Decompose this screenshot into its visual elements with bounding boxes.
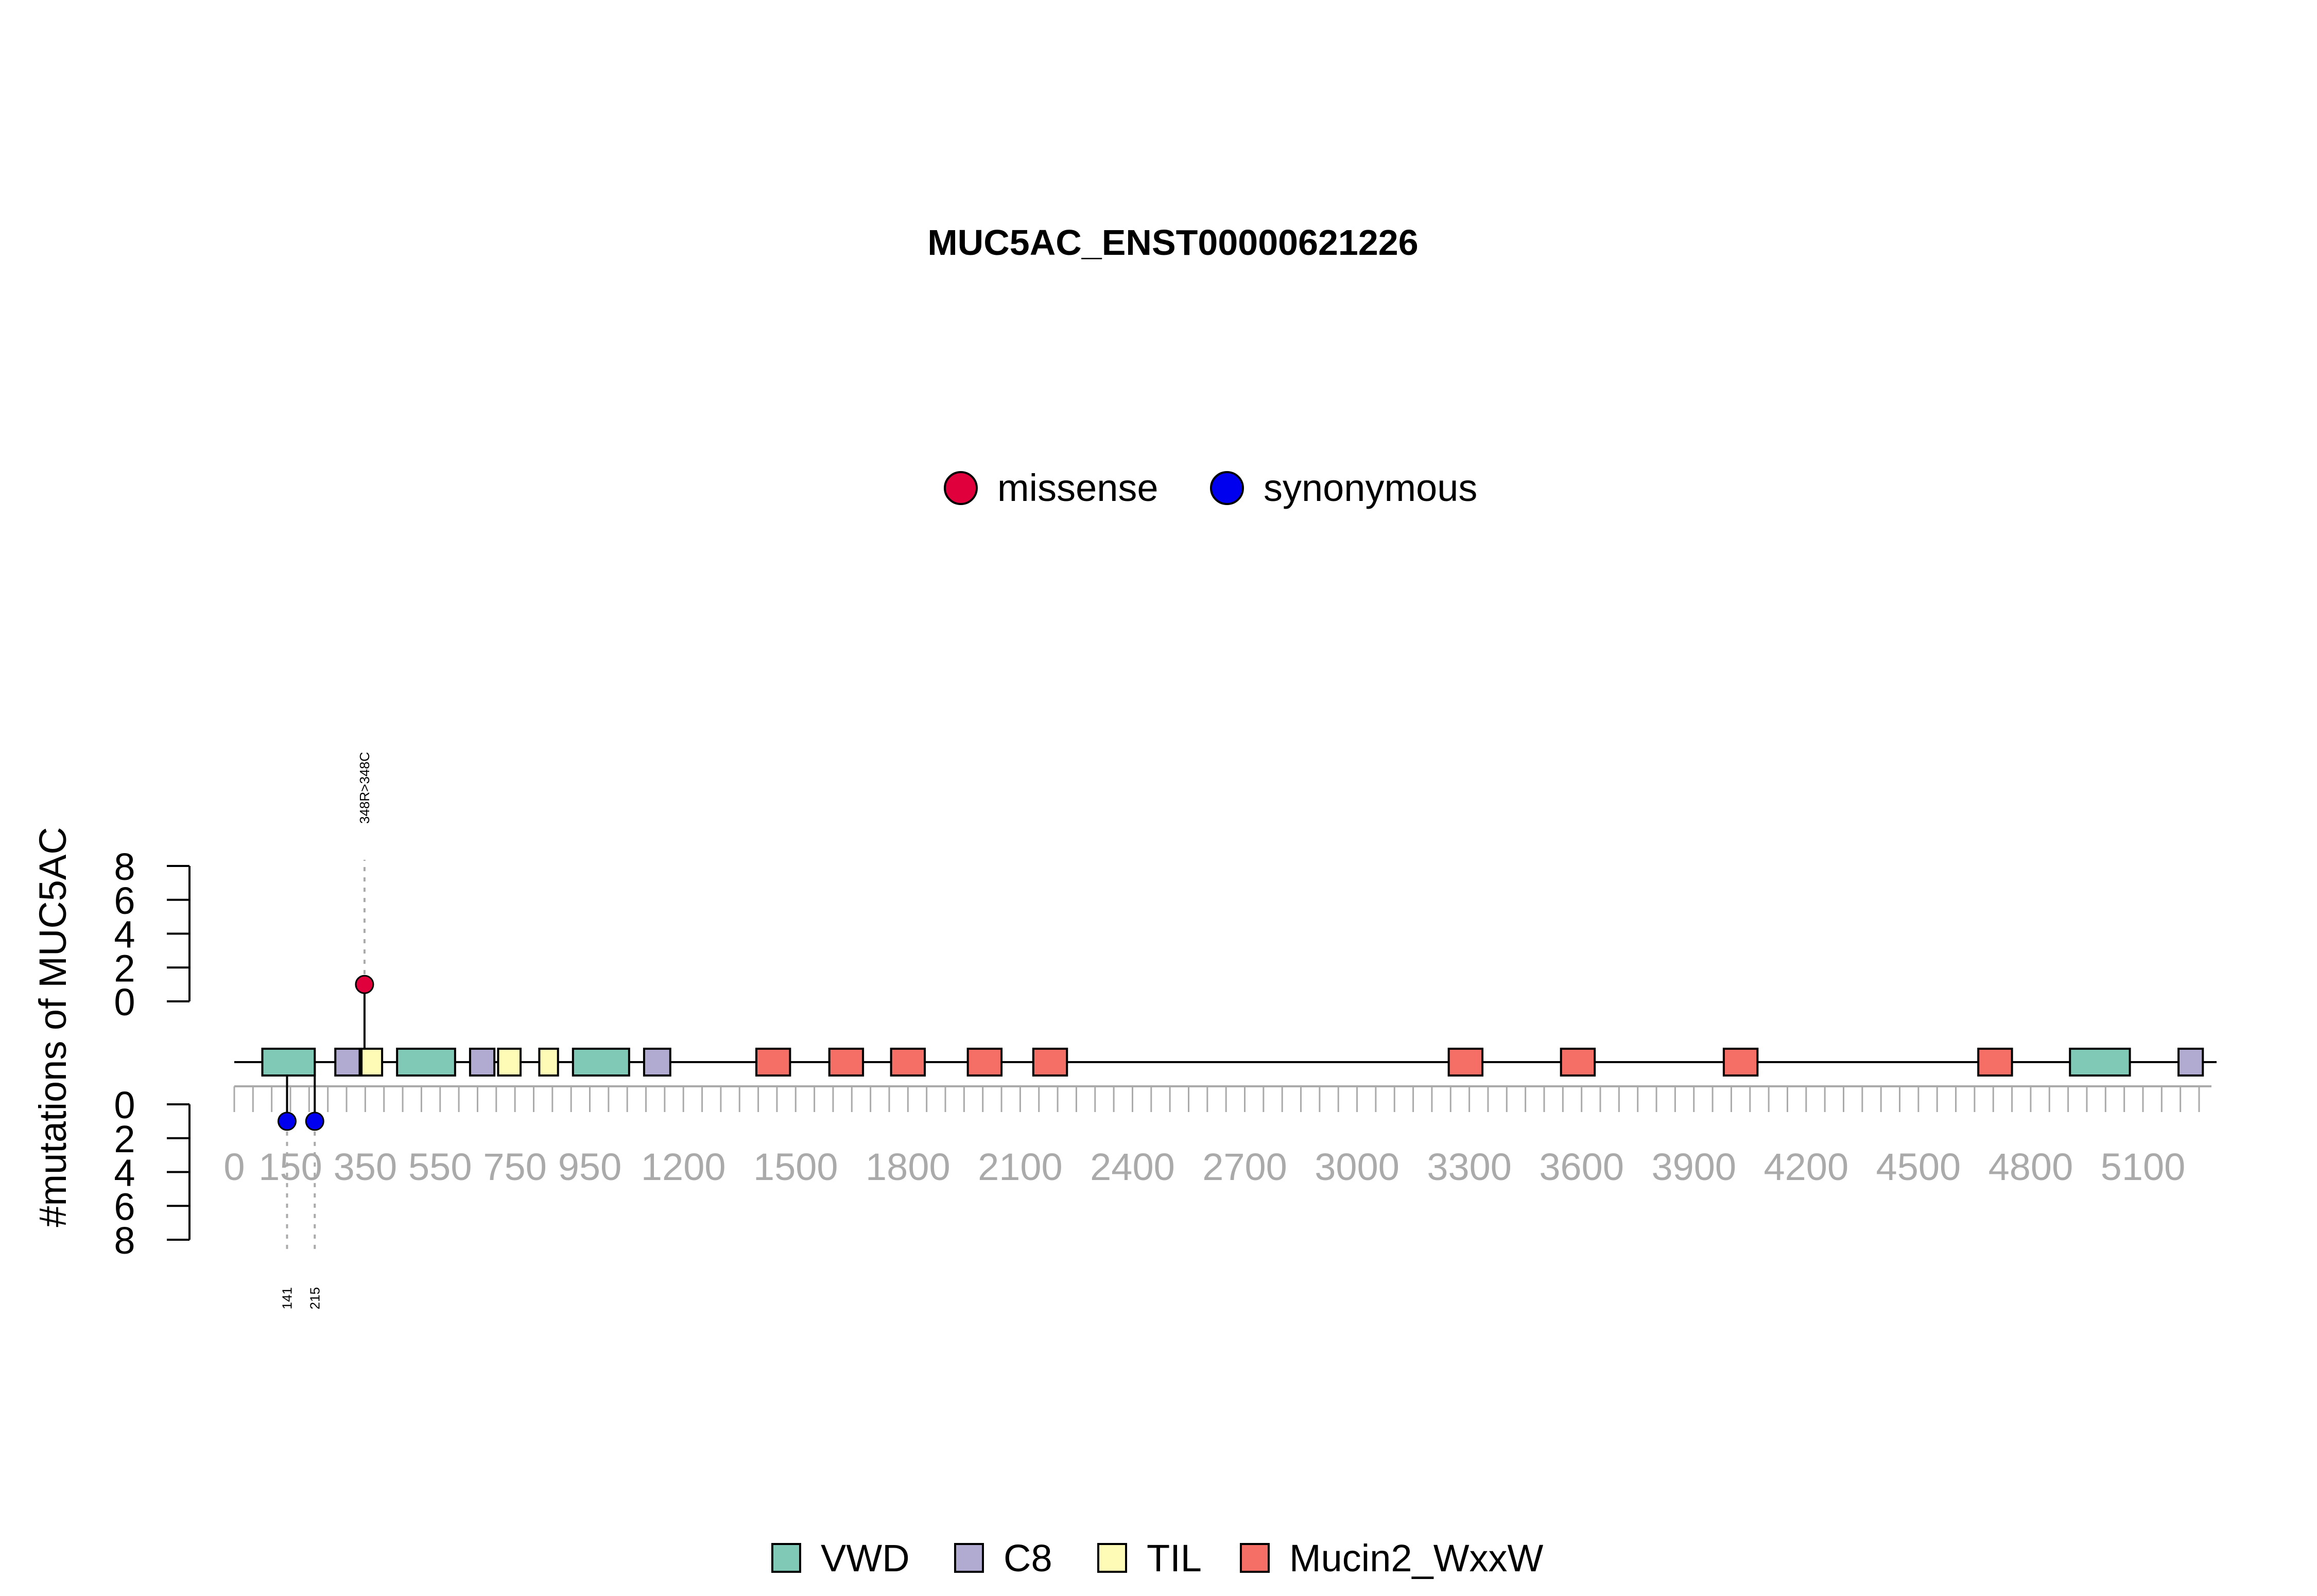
x-tick-label: 950 <box>558 1146 621 1188</box>
domain-mucin2_wxxw <box>828 1048 864 1077</box>
x-tick-label: 4500 <box>1876 1146 1961 1188</box>
domain-mucin2_wxxw <box>1722 1048 1759 1077</box>
domain-vwd <box>261 1048 316 1077</box>
domain-c8 <box>2177 1048 2204 1077</box>
x-tick-label: 3300 <box>1427 1146 1512 1188</box>
mutation-point <box>277 1112 297 1131</box>
domain-c8 <box>334 1048 361 1077</box>
domain-c8 <box>643 1048 671 1077</box>
legend-label-synonymous: synonymous <box>1264 466 1477 509</box>
legend-label-vwd: VWD <box>821 1537 910 1580</box>
lower-y-tick-label: 8 <box>114 1219 135 1262</box>
legend-swatch-mucin2_wxxw <box>1240 1543 1270 1573</box>
legend-swatch-vwd <box>771 1543 801 1573</box>
protein-domains <box>261 1048 2204 1077</box>
x-tick-label: 5100 <box>2101 1146 2186 1188</box>
upper-y-tick-label: 8 <box>114 845 135 888</box>
domain-vwd <box>2069 1048 2131 1077</box>
domain-mucin2_wxxw <box>755 1048 791 1077</box>
mutation-point <box>305 1112 324 1131</box>
y-axis-label: #mutations of MUC5AC <box>31 827 74 1227</box>
legend-label-til: TIL <box>1147 1537 1202 1580</box>
x-tick-label: 350 <box>334 1146 397 1188</box>
domain-c8 <box>469 1048 496 1077</box>
domain-til <box>538 1048 559 1077</box>
legend-label-missense: missense <box>997 466 1158 509</box>
x-tick-label: 4200 <box>1763 1146 1848 1188</box>
domain-mucin2_wxxw <box>966 1048 1003 1077</box>
x-tick-label: 750 <box>483 1146 546 1188</box>
lower-y-tick-label: 4 <box>114 1152 135 1194</box>
legend-label-mucin2_wxxw: Mucin2_WxxW <box>1289 1537 1544 1580</box>
domain-til <box>497 1048 522 1077</box>
mutation-label: 348R>348C <box>357 752 372 824</box>
x-tick-label: 3000 <box>1315 1146 1399 1188</box>
domain-mucin2_wxxw <box>1032 1048 1068 1077</box>
legend-swatch-til <box>1097 1543 1127 1573</box>
lower-y-tick-label: 6 <box>114 1185 135 1228</box>
domain-vwd <box>396 1048 456 1077</box>
x-axis: 0 150 350 550 750 950 1200 1500 1800 2100 2400 2700… <box>223 1085 2211 1188</box>
x-tick-label: 0 <box>223 1146 245 1188</box>
x-tick-label: 150 <box>258 1146 322 1188</box>
domain-mucin2_wxxw <box>1977 1048 2013 1077</box>
mutation-label: 215 <box>307 1287 322 1309</box>
legend-marker-synonymous <box>1210 471 1244 505</box>
domain-mucin2_wxxw <box>890 1048 926 1077</box>
x-tick-label: 3900 <box>1651 1146 1736 1188</box>
mutation-label: 141 <box>279 1287 295 1309</box>
x-tick-label: 1200 <box>641 1146 726 1188</box>
lower-y-tick-label: 2 <box>114 1118 135 1160</box>
domain-legend: VWD C8 TIL Mucin2_WxxW <box>771 1537 1544 1580</box>
mutation-point <box>355 975 374 994</box>
legend-swatch-c8 <box>954 1543 984 1573</box>
mutation-legend: missense synonymous <box>944 466 1477 509</box>
x-tick-label: 2400 <box>1090 1146 1175 1188</box>
domain-mucin2_wxxw <box>1447 1048 1484 1077</box>
domain-vwd <box>572 1048 630 1077</box>
x-tick-label: 1800 <box>866 1146 950 1188</box>
x-tick-label: 3600 <box>1539 1146 1624 1188</box>
x-tick-label: 1500 <box>753 1146 838 1188</box>
chart-title: MUC5AC_ENST00000621226 <box>927 222 1418 263</box>
upper-y-tick-label: 6 <box>114 879 135 922</box>
mutation-labels: 348R>348C 141 215 <box>279 752 372 1310</box>
mutation-points <box>277 975 374 1131</box>
x-tick-label: 550 <box>408 1146 472 1188</box>
x-tick-label: 2100 <box>978 1146 1063 1188</box>
upper-y-tick-label: 0 <box>114 981 135 1023</box>
upper-y-tick-label: 2 <box>114 947 135 990</box>
x-tick-label: 2700 <box>1202 1146 1287 1188</box>
lower-y-tick-label: 0 <box>114 1084 135 1126</box>
legend-label-c8: C8 <box>1004 1537 1052 1580</box>
upper-y-tick-label: 4 <box>114 913 135 956</box>
legend-marker-missense <box>944 471 978 505</box>
domain-til <box>360 1048 384 1077</box>
domain-mucin2_wxxw <box>1560 1048 1596 1077</box>
x-tick-label: 4800 <box>1989 1146 2073 1188</box>
